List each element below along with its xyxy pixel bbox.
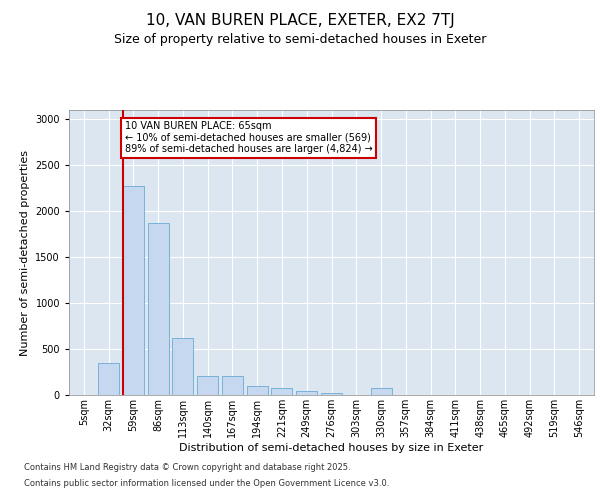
Bar (371, 388, 392, 395)
Bar (271, 388, 292, 395)
Bar (247, 386, 268, 395)
Text: 10 VAN BUREN PLACE: 65sqm
← 10% of semi-detached houses are smaller (569)
89% of: 10 VAN BUREN PLACE: 65sqm ← 10% of semi-… (125, 121, 373, 154)
Bar (296, 392, 317, 395)
Bar (123, 186, 144, 395)
Text: Size of property relative to semi-detached houses in Exeter: Size of property relative to semi-detach… (114, 32, 486, 46)
X-axis label: Distribution of semi-detached houses by size in Exeter: Distribution of semi-detached houses by … (179, 442, 484, 452)
Bar (197, 376, 218, 395)
Bar (321, 393, 342, 395)
Text: 10, VAN BUREN PLACE, EXETER, EX2 7TJ: 10, VAN BUREN PLACE, EXETER, EX2 7TJ (146, 12, 454, 28)
Bar (222, 376, 243, 395)
Text: Contains HM Land Registry data © Crown copyright and database right 2025.: Contains HM Land Registry data © Crown c… (24, 464, 350, 472)
Bar (148, 223, 169, 395)
Y-axis label: Number of semi-detached properties: Number of semi-detached properties (20, 150, 29, 356)
Bar (98, 363, 119, 395)
Text: Contains public sector information licensed under the Open Government Licence v3: Contains public sector information licen… (24, 478, 389, 488)
Bar (172, 338, 193, 395)
